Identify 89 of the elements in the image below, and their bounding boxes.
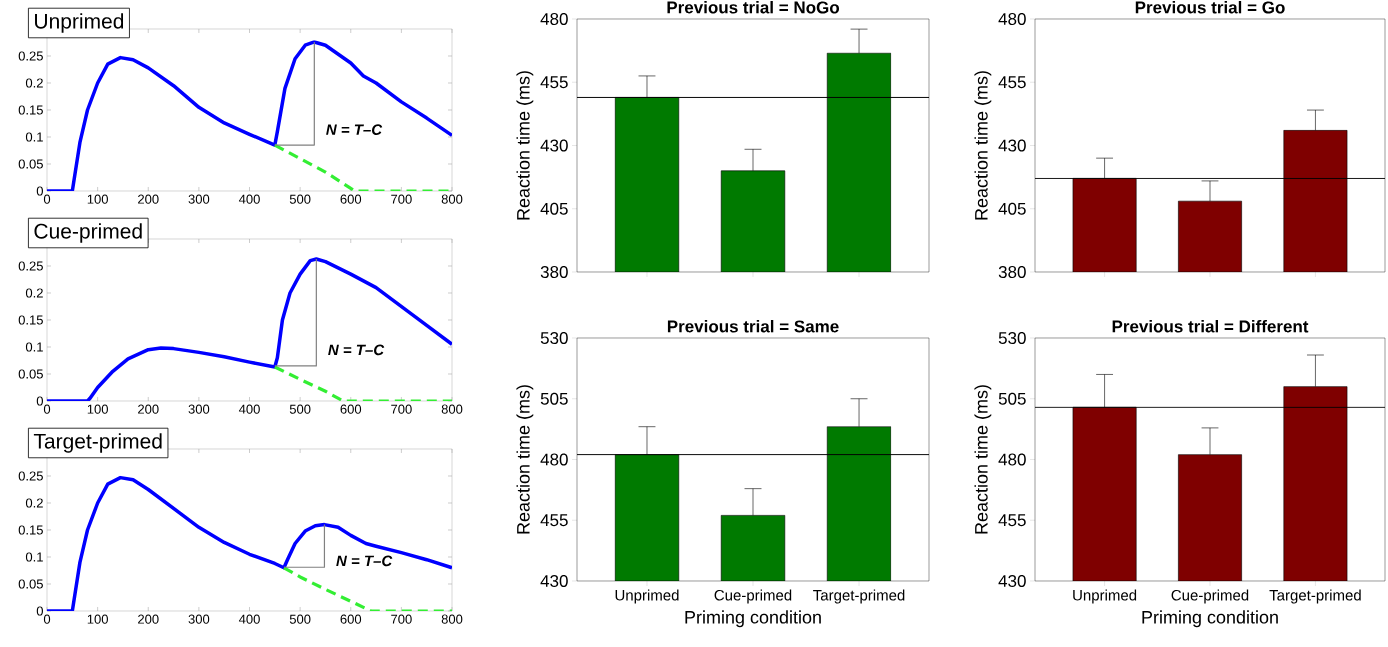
y-tick-label: 0.2	[25, 498, 43, 508]
y-axis-title: Reaction time (ms)	[974, 71, 992, 220]
y-tick-label: 0.2	[25, 288, 43, 298]
x-tick-label: 100	[87, 194, 108, 204]
y-tick-label: 0.05	[18, 369, 43, 379]
y-tick-label: 480	[540, 453, 568, 466]
x-tick-label: Target-primed	[813, 589, 905, 604]
y-tick-label: 430	[540, 574, 568, 588]
chart-title: Previous trial = Different	[1112, 319, 1309, 333]
y-tick-label: 0.1	[25, 342, 43, 352]
x-tick-label: 800	[441, 614, 463, 624]
x-tick-label: 100	[87, 614, 108, 624]
y-tick-label: 480	[998, 12, 1026, 26]
chart-title: Cue-primed	[34, 223, 142, 243]
x-tick-label: 600	[340, 194, 362, 204]
x-tick-label: 500	[289, 404, 311, 414]
annotation: N = T–C	[328, 344, 385, 356]
y-tick-label: 0	[36, 606, 43, 616]
x-tick-label: 0	[43, 194, 51, 204]
x-tick-label: 200	[138, 614, 159, 624]
x-tick-label: 800	[441, 404, 463, 414]
y-tick-label: 430	[998, 139, 1026, 152]
x-tick-label: 0	[43, 614, 51, 624]
chart-title: Previous trial = NoGo	[667, 0, 840, 14]
x-tick-label: Unprimed	[1073, 589, 1137, 604]
x-tick-label: 500	[289, 194, 311, 204]
x-tick-label: 300	[188, 404, 210, 414]
y-tick-label: 0.25	[18, 51, 43, 61]
chart-title: Previous trial = Same	[667, 319, 839, 333]
y-tick-label: 430	[540, 139, 568, 152]
x-tick-label: 600	[340, 614, 362, 624]
y-tick-label: 0.1	[25, 132, 43, 142]
y-tick-label: 0.15	[18, 525, 43, 535]
x-tick-label: 400	[238, 194, 260, 204]
x-tick-label: Unprimed	[615, 589, 679, 604]
y-tick-label: 0.05	[18, 579, 43, 589]
line-series	[273, 365, 452, 401]
x-axis-title: Priming condition	[685, 610, 821, 628]
x-tick-label: 200	[138, 404, 159, 414]
y-tick-label: 0.1	[25, 552, 43, 562]
y-tick-label: 530	[998, 331, 1026, 345]
y-tick-label: 405	[998, 202, 1026, 215]
y-tick-label: 0.05	[18, 159, 43, 169]
x-tick-label: 600	[340, 404, 362, 414]
x-tick-label: 300	[188, 614, 210, 624]
y-tick-label: 0.25	[18, 471, 43, 481]
y-tick-label: 405	[540, 202, 568, 215]
y-tick-label: 530	[540, 331, 568, 345]
y-axis-title: Reaction time (ms)	[974, 385, 992, 534]
y-tick-label: 380	[540, 265, 568, 279]
y-tick-label: 430	[998, 574, 1026, 588]
y-tick-label: 455	[540, 514, 568, 527]
x-tick-label: 400	[238, 404, 260, 414]
x-axis-title: Priming condition	[1142, 610, 1278, 628]
y-tick-label: 0.2	[25, 78, 43, 88]
y-axis-title: Reaction time (ms)	[516, 385, 534, 534]
annotation: N = T–C	[336, 555, 393, 567]
x-tick-label: Cue-primed	[714, 589, 792, 604]
x-tick-label: 0	[43, 404, 51, 414]
x-tick-label: 300	[188, 194, 210, 204]
x-tick-label: Target-primed	[1269, 589, 1361, 604]
y-tick-label: 480	[540, 12, 568, 26]
x-tick-label: 800	[441, 194, 463, 204]
x-tick-label: 200	[138, 194, 159, 204]
y-tick-label: 0.25	[18, 261, 43, 271]
y-tick-label: 380	[998, 265, 1026, 279]
y-tick-label: 0.15	[18, 105, 43, 115]
chart-title: Previous trial = Go	[1135, 0, 1285, 14]
x-tick-label: 400	[238, 614, 260, 624]
y-tick-label: 455	[998, 514, 1026, 527]
x-tick-label: 700	[391, 194, 412, 204]
y-tick-label: 505	[998, 392, 1026, 405]
y-tick-label: 480	[998, 453, 1026, 466]
y-tick-label: 0	[36, 396, 43, 406]
line-series	[282, 566, 452, 611]
x-tick-label: Cue-primed	[1171, 589, 1249, 604]
y-tick-label: 0	[36, 186, 43, 196]
y-tick-label: 0.15	[18, 315, 43, 325]
x-tick-label: 100	[87, 404, 108, 414]
y-tick-label: 505	[540, 392, 568, 405]
x-tick-label: 500	[289, 614, 311, 624]
chart-title: Target-primed	[33, 433, 162, 453]
annotation: N = T–C	[326, 124, 383, 135]
x-tick-label: 700	[391, 404, 412, 414]
y-axis-title: Reaction time (ms)	[516, 71, 534, 220]
y-tick-label: 455	[998, 76, 1026, 89]
chart-title: Unprimed	[35, 13, 124, 33]
x-tick-label: 700	[391, 614, 412, 624]
y-tick-label: 455	[540, 76, 568, 89]
